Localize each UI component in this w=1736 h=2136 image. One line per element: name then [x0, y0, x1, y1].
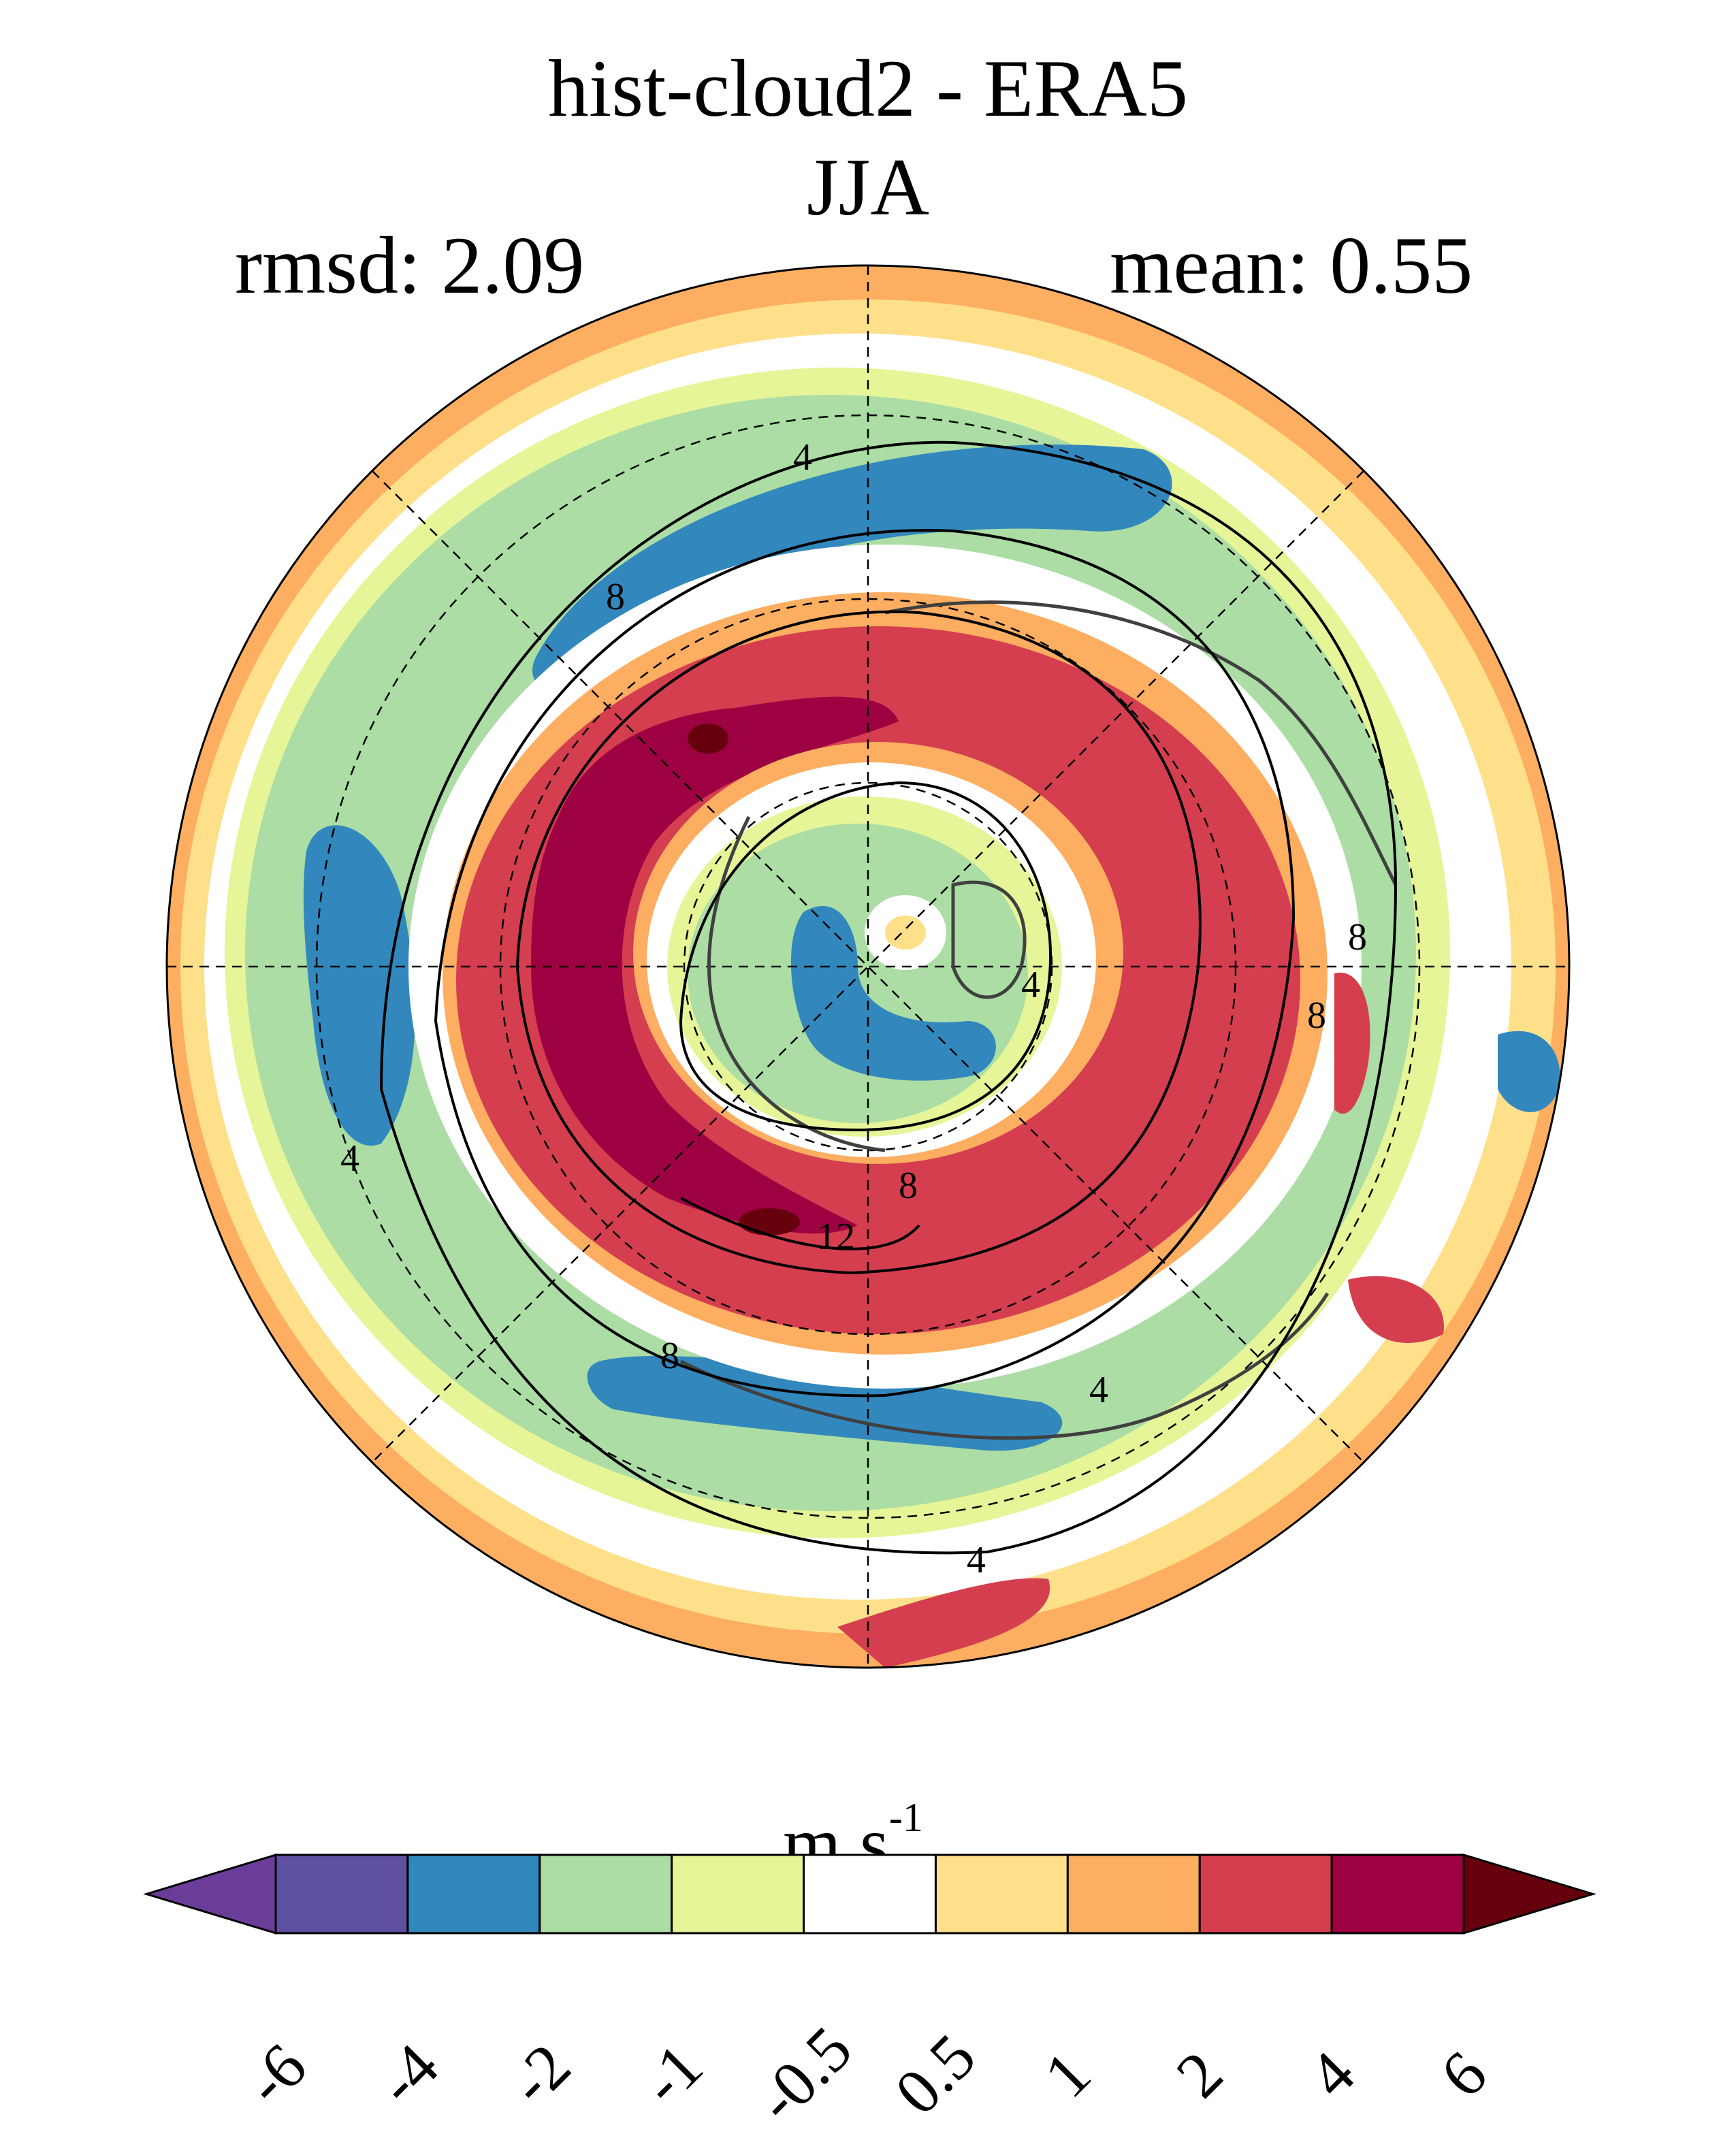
- colorbar-tick-label: -1: [626, 2029, 716, 2119]
- mean-label: mean: 0.55: [1110, 220, 1473, 310]
- contour-label: 8: [660, 1335, 679, 1377]
- colorbar-triangle-high: [1462, 1853, 1597, 1935]
- polar-map: 4 8 8 4 4 8 8 12 4 8 4: [165, 264, 1571, 1669]
- blue-lobe-north: [532, 444, 1172, 692]
- contour-label: 4: [1021, 964, 1040, 1006]
- meridian-diag-2: [372, 470, 1364, 1463]
- southeast-pos2-patch: [1348, 1276, 1444, 1344]
- anomaly-field: 4 8 8 4 4 8 8 12 4 8 4: [167, 265, 1569, 1668]
- colorbar-box: [1330, 1854, 1465, 1935]
- contour-label: 4: [793, 436, 812, 479]
- contour-label: 4: [1089, 1369, 1108, 1411]
- coast-greenland: [951, 880, 1027, 999]
- colorbar-tick-label: 2: [1162, 2037, 1237, 2111]
- coast-america: [679, 1292, 1330, 1440]
- map-border: [165, 264, 1571, 1669]
- contour-4-inner: [679, 781, 1052, 1132]
- coast-europe: [707, 815, 886, 1152]
- south-pos2-strip: [837, 1578, 1050, 1668]
- colorbar-tick-label: 4: [1294, 2037, 1369, 2111]
- coast-asia: [884, 600, 1398, 886]
- units-exponent: -1: [888, 1795, 923, 1840]
- blue-lobe-west: [303, 825, 415, 1146]
- climatology-contours: [379, 440, 1398, 1555]
- contour-label: 8: [606, 576, 625, 618]
- contour-label: 4: [967, 1539, 986, 1581]
- colorbar-box: [406, 1854, 541, 1935]
- colorbar-tick-label: -6: [231, 2029, 321, 2119]
- contour-label: 8: [1307, 994, 1326, 1037]
- colorbar-box: [1066, 1854, 1201, 1935]
- colorbar-tick-label: -2: [494, 2029, 584, 2119]
- colorbar-tick-label: 1: [1030, 2037, 1105, 2111]
- contour-label: 8: [1348, 916, 1367, 958]
- season-label: JJA: [806, 142, 930, 232]
- contour-8: [434, 529, 1296, 1397]
- cap-center-pos05: [885, 916, 926, 950]
- contour-label: 12: [817, 1216, 855, 1258]
- meridian-diag-1: [372, 470, 1364, 1463]
- contour-4-outer: [379, 440, 1398, 1555]
- colorbar-box: [539, 1854, 673, 1935]
- colorbar-box: [274, 1854, 409, 1935]
- units-main: m s: [783, 1802, 889, 1885]
- units-label: m s-1: [783, 1797, 923, 1881]
- coastlines: [679, 600, 1398, 1440]
- colorbar-tick-label: -4: [363, 2029, 452, 2119]
- rmsd-label: rmsd: 2.09: [235, 220, 585, 310]
- contour-12: [680, 1197, 920, 1250]
- blue-lobe-south: [587, 1355, 1063, 1451]
- peak-pos6-south: [739, 1208, 800, 1235]
- colorbar-tick-label: 0.5: [881, 2020, 990, 2129]
- contour-8-inner: [515, 610, 1202, 1275]
- cap-neg2: [790, 906, 996, 1081]
- blue-lobe-east: [1498, 1031, 1560, 1112]
- east-pos2-strip: [1334, 972, 1370, 1114]
- peak-pos6-north: [688, 724, 728, 754]
- colorbar-tick-label: 6: [1426, 2037, 1500, 2111]
- ring-pos4-west: [531, 696, 899, 1234]
- colorbar-box: [1198, 1854, 1333, 1935]
- contour-labels: 4 8 8 4 4 8 8 12 4 8 4: [340, 436, 1367, 1581]
- map-title: hist-cloud2 - ERA5: [548, 43, 1188, 133]
- colorbar-triangle-low: [142, 1853, 277, 1935]
- colorbar-box: [934, 1854, 1069, 1935]
- contour-label: 8: [899, 1165, 918, 1207]
- colorbar-tick-label: -0.5: [741, 2012, 865, 2136]
- contour-label: 4: [340, 1137, 359, 1180]
- graticule: [167, 265, 1569, 1668]
